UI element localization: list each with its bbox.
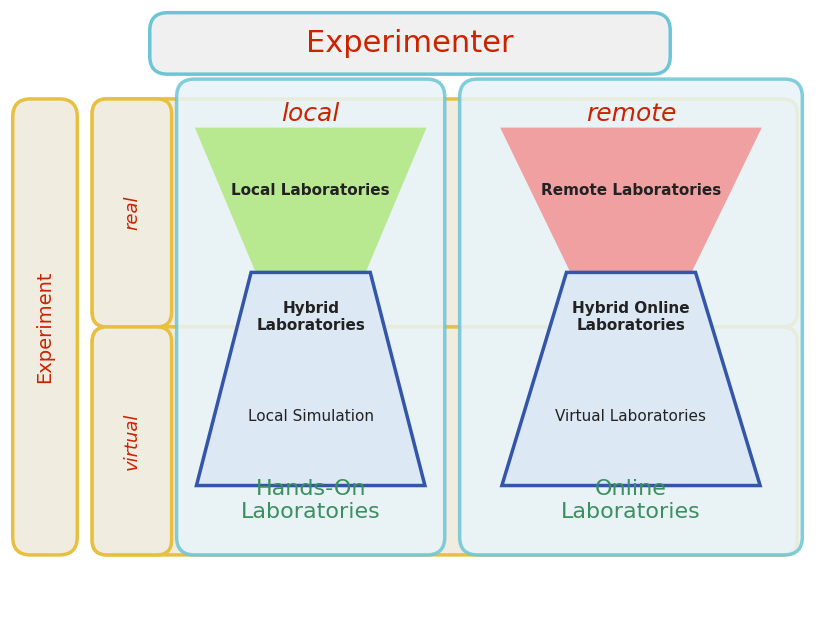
FancyBboxPatch shape (92, 99, 796, 327)
Text: Hands-On
Laboratories: Hands-On Laboratories (241, 479, 380, 522)
Text: Virtual Laboratories: Virtual Laboratories (554, 409, 706, 424)
Polygon shape (197, 273, 424, 485)
Polygon shape (501, 129, 759, 282)
Text: local: local (281, 102, 339, 125)
FancyBboxPatch shape (92, 327, 171, 555)
Text: Local Simulation: Local Simulation (247, 409, 373, 424)
Text: virtual: virtual (123, 412, 141, 469)
FancyBboxPatch shape (13, 99, 77, 555)
Text: Local Laboratories: Local Laboratories (231, 183, 390, 198)
FancyBboxPatch shape (92, 99, 171, 327)
Text: remote: remote (585, 102, 676, 125)
FancyBboxPatch shape (150, 13, 669, 74)
Text: Remote Laboratories: Remote Laboratories (541, 183, 720, 198)
Polygon shape (197, 129, 424, 282)
Polygon shape (501, 273, 759, 485)
FancyBboxPatch shape (176, 79, 444, 555)
FancyBboxPatch shape (459, 79, 801, 555)
Text: Experiment: Experiment (35, 271, 54, 383)
Text: Experimenter: Experimenter (305, 29, 514, 58)
Text: Hybrid
Laboratories: Hybrid Laboratories (256, 301, 364, 333)
FancyBboxPatch shape (92, 327, 796, 555)
Text: real: real (123, 196, 141, 230)
Text: Online
Laboratories: Online Laboratories (560, 479, 700, 522)
Text: Hybrid Online
Laboratories: Hybrid Online Laboratories (572, 301, 689, 333)
